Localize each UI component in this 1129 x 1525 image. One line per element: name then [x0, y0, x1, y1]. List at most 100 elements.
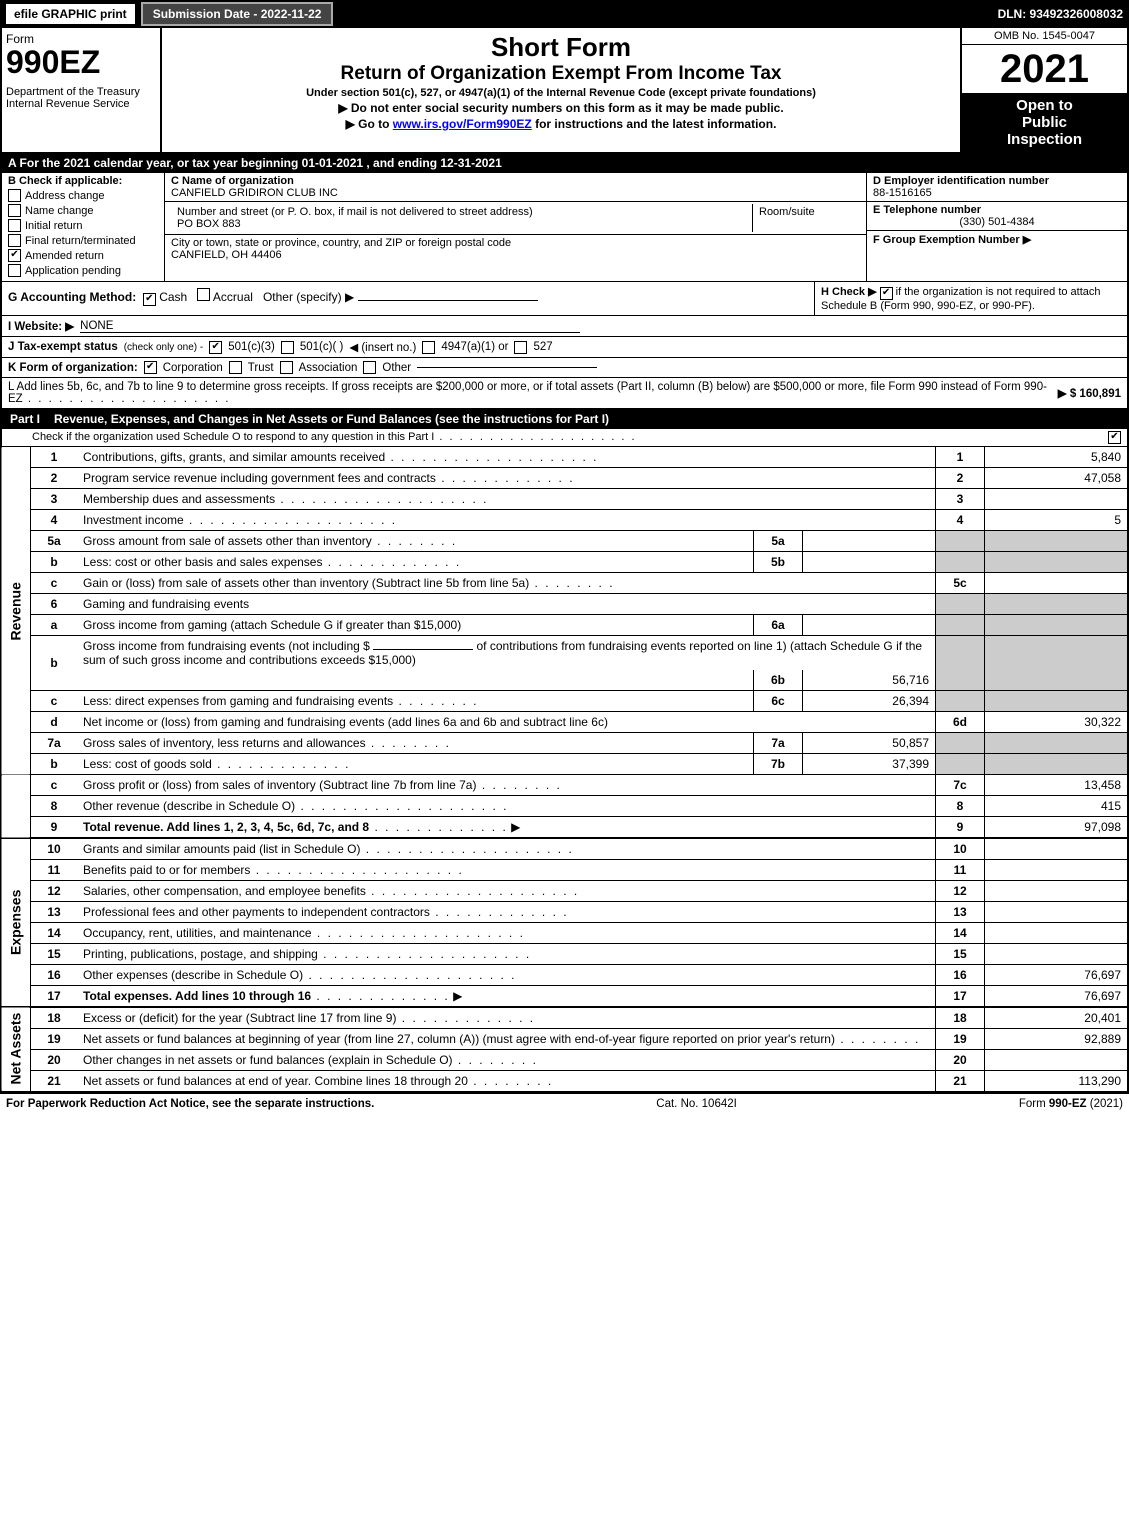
schedule-b-checkbox[interactable]: ✔ [880, 287, 893, 300]
trust-checkbox[interactable] [229, 361, 242, 374]
org-name-label: C Name of organization [171, 175, 294, 187]
h-check-label: H Check ▶ [821, 286, 877, 298]
ssn-warning: ▶ Do not enter social security numbers o… [166, 101, 956, 115]
line4-val: 5 [985, 510, 1129, 531]
line6-num: 6 [31, 594, 78, 615]
amended-return-checkbox[interactable]: ✔ [8, 249, 21, 262]
line19-val: 92,889 [985, 1029, 1129, 1050]
line21-desc: Net assets or fund balances at end of ye… [83, 1074, 468, 1088]
line7c-desc: Gross profit or (loss) from sales of inv… [83, 778, 476, 792]
line20-desc: Other changes in net assets or fund bala… [83, 1053, 453, 1067]
527-checkbox[interactable] [514, 341, 527, 354]
phone-label: E Telephone number [873, 204, 981, 216]
part-i-header: Part I Revenue, Expenses, and Changes in… [0, 409, 1129, 429]
corporation-checkbox[interactable]: ✔ [144, 361, 157, 374]
line16-ref: 16 [936, 965, 985, 986]
line5a-subval [803, 531, 936, 552]
line7a-subref: 7a [754, 733, 803, 754]
line18-val: 20,401 [985, 1007, 1129, 1029]
association-checkbox[interactable] [280, 361, 293, 374]
inspection-line3: Inspection [962, 131, 1127, 148]
room-suite-label: Room/suite [753, 204, 860, 232]
line13-ref: 13 [936, 902, 985, 923]
irs-link[interactable]: www.irs.gov/Form990EZ [393, 117, 532, 131]
line7a-desc: Gross sales of inventory, less returns a… [83, 736, 366, 750]
return-title: Return of Organization Exempt From Incom… [166, 63, 956, 85]
other-specify-label: Other (specify) ▶ [263, 290, 354, 304]
trust-label: Trust [248, 362, 274, 374]
efile-print-button[interactable]: efile GRAPHIC print [6, 4, 135, 24]
line6c-subref: 6c [754, 691, 803, 712]
line16-val: 76,697 [985, 965, 1129, 986]
line5a-num: 5a [31, 531, 78, 552]
association-label: Association [299, 362, 358, 374]
tax-year: 2021 [962, 45, 1127, 93]
line6b-num: b [31, 636, 78, 691]
line12-desc: Salaries, other compensation, and employ… [83, 884, 366, 898]
other-org-label: Other [382, 362, 411, 374]
line6a-desc: Gross income from gaming (attach Schedul… [77, 615, 754, 636]
line17-num: 17 [31, 986, 78, 1008]
schedule-o-checkbox[interactable]: ✔ [1108, 431, 1121, 444]
phone-value: (330) 501-4384 [873, 216, 1121, 228]
line5b-desc: Less: cost or other basis and sales expe… [83, 555, 322, 569]
group-exemption-label: F Group Exemption Number ▶ [873, 234, 1031, 246]
4947-checkbox[interactable] [422, 341, 435, 354]
line6b-subval: 56,716 [803, 670, 936, 691]
accrual-checkbox[interactable] [197, 288, 210, 301]
line5a-shade [936, 531, 985, 552]
application-pending-label: Application pending [25, 265, 121, 277]
501c3-checkbox[interactable]: ✔ [209, 341, 222, 354]
application-pending-checkbox[interactable] [8, 264, 21, 277]
revenue-expenses-table: Revenue 1 Contributions, gifts, grants, … [0, 447, 1129, 1092]
4947-label: 4947(a)(1) or [441, 341, 508, 353]
line15-num: 15 [31, 944, 78, 965]
accrual-label: Accrual [213, 290, 253, 304]
form-ref: Form 990-EZ (2021) [1019, 1098, 1123, 1110]
ein-phone-box: D Employer identification number 88-1516… [866, 173, 1127, 281]
other-org-checkbox[interactable] [363, 361, 376, 374]
name-change-label: Name change [25, 205, 94, 217]
line13-desc: Professional fees and other payments to … [83, 905, 430, 919]
inspection-line1: Open to [962, 97, 1127, 114]
expenses-side-label: Expenses [1, 838, 31, 1007]
name-change-checkbox[interactable] [8, 204, 21, 217]
line6d-num: d [31, 712, 78, 733]
tax-year-row: A For the 2021 calendar year, or tax yea… [0, 154, 1129, 173]
tax-exempt-label: J Tax-exempt status [8, 341, 118, 353]
line5c-num: c [31, 573, 78, 594]
line14-num: 14 [31, 923, 78, 944]
rowL-text: L Add lines 5b, 6c, and 7b to line 9 to … [8, 381, 1052, 405]
website-label: I Website: ▶ [8, 319, 74, 333]
ein-value: 88-1516165 [873, 187, 932, 199]
check-if-applicable-box: B Check if applicable: Address change Na… [2, 173, 165, 281]
irs-link-instruction: ▶ Go to www.irs.gov/Form990EZ for instru… [166, 117, 956, 131]
inspection-line2: Public [962, 114, 1127, 131]
rowL-amount: ▶ $ 160,891 [1058, 386, 1121, 400]
submission-date-button[interactable]: Submission Date - 2022-11-22 [141, 2, 334, 26]
line9-num: 9 [31, 817, 78, 839]
line4-ref: 4 [936, 510, 985, 531]
org-name-value: CANFIELD GRIDIRON CLUB INC [171, 187, 338, 199]
line6b-desc1: Gross income from fundraising events (no… [83, 639, 370, 653]
501c-label: 501(c)( ) [300, 341, 343, 353]
line9-desc: Total revenue. Add lines 1, 2, 3, 4, 5c,… [83, 820, 369, 834]
cash-label: Cash [159, 290, 187, 304]
line15-desc: Printing, publications, postage, and shi… [83, 947, 318, 961]
line10-ref: 10 [936, 838, 985, 860]
initial-return-checkbox[interactable] [8, 219, 21, 232]
city-value: CANFIELD, OH 44406 [171, 249, 282, 261]
revenue-side-label: Revenue [1, 447, 31, 775]
final-return-checkbox[interactable] [8, 234, 21, 247]
line18-desc: Excess or (deficit) for the year (Subtra… [83, 1011, 396, 1025]
line21-num: 21 [31, 1071, 78, 1092]
address-change-checkbox[interactable] [8, 189, 21, 202]
netassets-side-label: Net Assets [1, 1007, 31, 1092]
line7b-subref: 7b [754, 754, 803, 775]
page-footer: For Paperwork Reduction Act Notice, see … [0, 1092, 1129, 1114]
line11-val [985, 860, 1129, 881]
501c-checkbox[interactable] [281, 341, 294, 354]
line12-num: 12 [31, 881, 78, 902]
line1-val: 5,840 [985, 447, 1129, 468]
cash-checkbox[interactable]: ✔ [143, 293, 156, 306]
